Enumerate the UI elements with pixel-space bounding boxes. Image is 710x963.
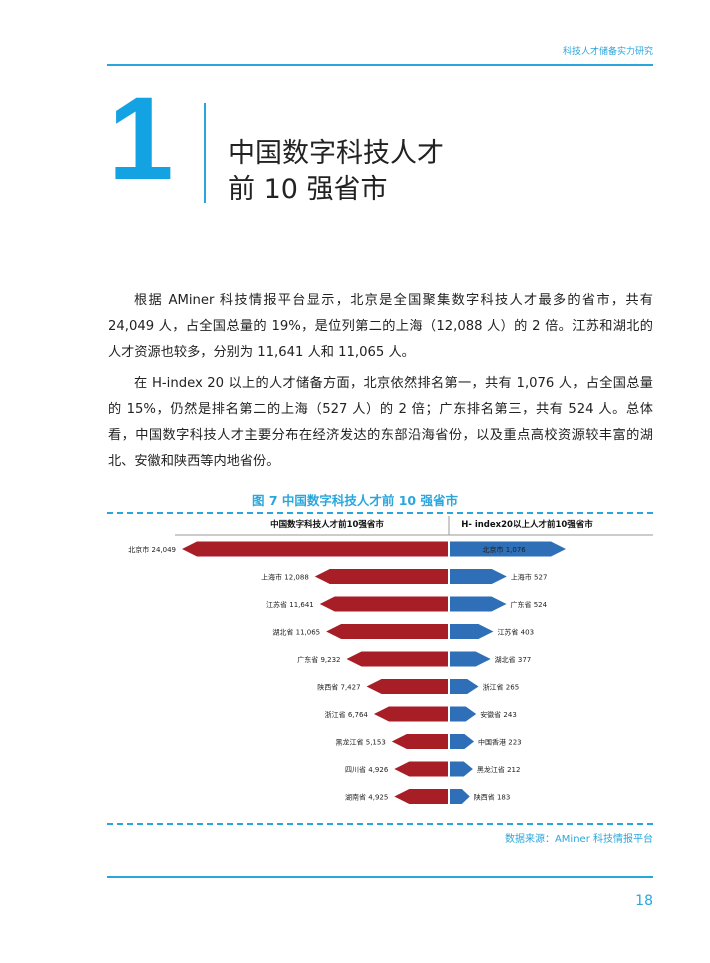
bar-left [366, 679, 448, 694]
bar-left [346, 651, 448, 667]
bar-right-label: 上海市 527 [511, 573, 548, 582]
bar-right-label: 陕西省 183 [474, 793, 511, 802]
chapter-title-line2: 前 10 强省市 [228, 174, 388, 205]
bar-left-label: 湖北省 11,065 [272, 628, 320, 637]
bar-right-label: 安徽省 243 [480, 710, 517, 719]
bar-right [450, 569, 507, 584]
bar-left-label: 江苏省 11,641 [266, 600, 314, 609]
bar-right [450, 789, 470, 804]
chapter-title: 中国数字科技人才 前 10 强省市 [228, 136, 444, 208]
bar-right-label: 浙江省 265 [483, 683, 520, 692]
bar-right [450, 761, 473, 777]
bar-right-label: 中国香港 223 [478, 738, 522, 747]
chapter-number: 1 [108, 73, 174, 205]
chapter-title-line1: 中国数字科技人才 [228, 138, 444, 169]
figure-top-rule [107, 512, 653, 514]
footer-rule [107, 876, 653, 878]
bar-right-label: 广东省 524 [510, 600, 547, 609]
bar-right [450, 596, 507, 612]
bar-right-label: 江苏省 403 [497, 628, 534, 637]
body-paragraph: 在 H-index 20 以上的人才储备方面，北京依然排名第一，共有 1,076… [108, 376, 653, 469]
bar-right [450, 706, 477, 722]
running-header: 科技人才储备实力研究 [562, 47, 653, 57]
bar-left [394, 761, 448, 777]
bar-left [373, 706, 448, 722]
bar-left-label: 广东省 9,232 [297, 655, 340, 664]
bar-left [391, 734, 448, 749]
bar-right-label: 黑龙江省 212 [477, 765, 521, 774]
bar-left [314, 569, 448, 584]
bar-right-label: 北京市 1,076 [482, 545, 526, 554]
bar-right [450, 734, 475, 749]
data-source: 数据来源：AMiner 科技情报平台 [504, 834, 653, 845]
bar-left-label: 上海市 12,088 [261, 573, 309, 582]
bar-left [182, 541, 448, 557]
left-column-header: 中国数字科技人才前10强省市 [270, 519, 384, 530]
bar-left-label: 浙江省 6,764 [325, 710, 369, 719]
figure-title: 图 7 中国数字科技人才前 10 强省市 [251, 493, 458, 508]
bar-left-label: 黑龙江省 5,153 [336, 738, 386, 747]
header-rule [107, 64, 653, 66]
bar-left-label: 陕西省 7,427 [317, 683, 360, 692]
bar-left [394, 789, 448, 804]
bar-right [450, 679, 479, 694]
bar-left-label: 四川省 4,926 [345, 765, 389, 774]
bar-right [450, 541, 566, 557]
bar-left [319, 596, 448, 612]
bar-right [450, 651, 491, 667]
chapter-divider [204, 103, 206, 203]
bar-left-label: 湖南省 4,925 [345, 793, 388, 802]
page-number: 18 [635, 893, 653, 909]
right-column-header: H- index20以上人才前10强省市 [461, 519, 593, 530]
bar-left-label: 北京市 24,049 [128, 545, 176, 554]
bar-right [450, 624, 494, 639]
body-paragraph: 根据 AMiner 科技情报平台显示，北京是全国聚集数字科技人才最多的省市，共有… [108, 293, 653, 360]
bar-left [326, 624, 448, 639]
bar-right-label: 湖北省 377 [495, 655, 532, 664]
figure-bottom-rule [107, 823, 653, 825]
